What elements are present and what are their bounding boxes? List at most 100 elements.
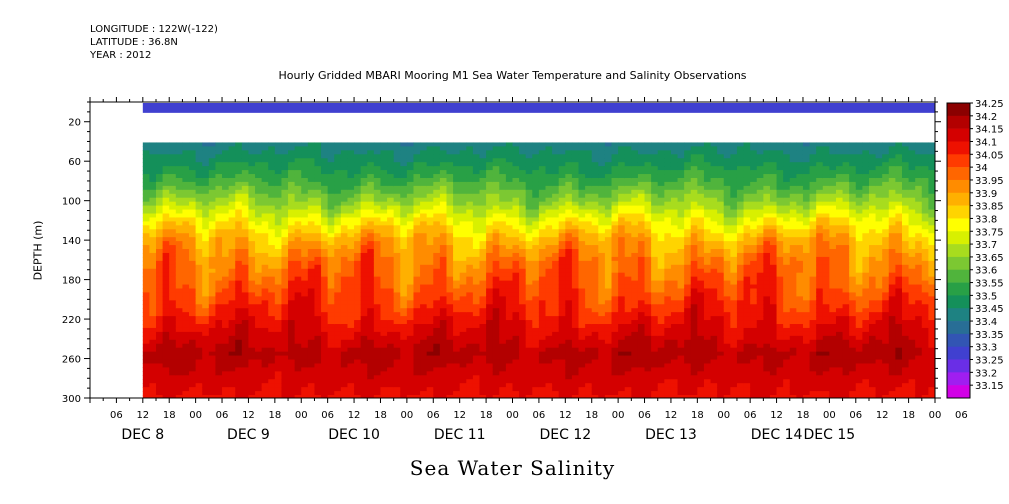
salinity-cell bbox=[321, 296, 329, 301]
salinity-cell bbox=[604, 264, 613, 270]
salinity-cell bbox=[248, 355, 256, 361]
salinity-cell bbox=[413, 177, 421, 183]
salinity-cell bbox=[433, 177, 441, 183]
salinity-cell bbox=[446, 280, 454, 286]
salinity-cell bbox=[433, 146, 441, 151]
salinity-cell bbox=[565, 170, 573, 175]
salinity-cell bbox=[512, 197, 520, 203]
salinity-cell bbox=[499, 181, 507, 187]
salinity-cell bbox=[453, 249, 461, 254]
salinity-cell bbox=[340, 205, 349, 211]
salinity-cell bbox=[453, 181, 461, 187]
salinity-cell bbox=[637, 193, 646, 199]
salinity-cell bbox=[552, 142, 560, 147]
salinity-cell bbox=[354, 154, 362, 159]
salinity-cell bbox=[413, 351, 421, 357]
salinity-cell bbox=[426, 312, 434, 317]
salinity-cell bbox=[301, 166, 309, 171]
salinity-cell bbox=[321, 268, 329, 274]
salinity-cell bbox=[525, 189, 533, 195]
salinity-cell bbox=[373, 268, 382, 274]
salinity-cell bbox=[406, 249, 415, 254]
salinity-cell bbox=[611, 241, 619, 246]
salinity-cell bbox=[248, 351, 256, 357]
salinity-cell bbox=[195, 276, 203, 282]
salinity-cell bbox=[472, 205, 481, 211]
salinity-cell bbox=[565, 383, 573, 388]
salinity-cell bbox=[354, 158, 362, 163]
salinity-cell bbox=[307, 324, 316, 329]
salinity-cell bbox=[585, 252, 593, 258]
salinity-cell bbox=[486, 229, 494, 234]
salinity-cell bbox=[294, 327, 302, 333]
salinity-cell bbox=[235, 185, 243, 191]
salinity-cell bbox=[387, 245, 395, 250]
salinity-cell bbox=[439, 146, 448, 151]
salinity-cell bbox=[387, 375, 395, 380]
salinity-cell bbox=[532, 142, 540, 147]
salinity-cell bbox=[261, 331, 269, 337]
salinity-cell bbox=[598, 197, 606, 203]
salinity-cell bbox=[406, 296, 415, 301]
salinity-cell bbox=[294, 292, 302, 297]
salinity-cell bbox=[591, 245, 599, 250]
salinity-cell bbox=[248, 229, 256, 234]
salinity-cell bbox=[235, 233, 243, 238]
salinity-cell bbox=[175, 387, 184, 392]
salinity-cell bbox=[360, 162, 368, 167]
salinity-cell bbox=[347, 296, 355, 301]
salinity-cell bbox=[387, 316, 395, 321]
salinity-cell bbox=[598, 158, 606, 163]
salinity-cell bbox=[532, 324, 540, 329]
salinity-cell bbox=[637, 320, 646, 325]
salinity-cell bbox=[538, 355, 547, 361]
salinity-cell bbox=[354, 316, 362, 321]
salinity-cell bbox=[156, 292, 164, 297]
salinity-cell bbox=[373, 339, 382, 345]
salinity-cell bbox=[525, 375, 533, 380]
salinity-cell bbox=[360, 280, 368, 286]
salinity-cell bbox=[327, 284, 335, 290]
salinity-cell bbox=[387, 181, 395, 187]
salinity-cell bbox=[347, 264, 355, 270]
salinity-cell bbox=[156, 205, 164, 211]
salinity-cell bbox=[367, 280, 375, 286]
salinity-cell bbox=[413, 225, 421, 230]
salinity-cell bbox=[307, 177, 316, 183]
salinity-cell bbox=[604, 304, 613, 309]
salinity-cell bbox=[182, 249, 190, 254]
salinity-cell bbox=[327, 252, 335, 258]
salinity-cell bbox=[578, 280, 586, 286]
salinity-cell bbox=[459, 185, 467, 191]
salinity-cell bbox=[512, 233, 520, 238]
salinity-cell bbox=[367, 308, 375, 313]
salinity-cell bbox=[565, 174, 573, 179]
salinity-cell bbox=[631, 367, 639, 372]
salinity-cell bbox=[307, 284, 316, 290]
salinity-cell bbox=[162, 304, 170, 309]
salinity-cell bbox=[175, 284, 184, 290]
salinity-cell bbox=[637, 276, 646, 282]
salinity-cell bbox=[307, 387, 316, 392]
salinity-cell bbox=[189, 162, 197, 167]
salinity-cell bbox=[175, 296, 184, 301]
salinity-cell bbox=[631, 142, 639, 147]
salinity-cell bbox=[598, 359, 606, 365]
salinity-cell bbox=[248, 363, 256, 369]
salinity-cell bbox=[565, 154, 573, 159]
salinity-cell bbox=[604, 229, 613, 234]
salinity-cell bbox=[169, 260, 177, 266]
salinity-cell bbox=[512, 292, 520, 297]
salinity-cell bbox=[644, 335, 652, 341]
salinity-cell bbox=[307, 308, 316, 313]
salinity-cell bbox=[532, 201, 540, 207]
salinity-cell bbox=[387, 177, 395, 183]
salinity-cell bbox=[202, 379, 210, 384]
salinity-cell bbox=[571, 174, 580, 179]
salinity-cell bbox=[169, 154, 177, 159]
salinity-cell bbox=[380, 213, 388, 219]
salinity-cell bbox=[486, 260, 494, 266]
salinity-cell bbox=[400, 177, 408, 183]
salinity-cell bbox=[182, 241, 190, 246]
salinity-cell bbox=[255, 375, 263, 380]
